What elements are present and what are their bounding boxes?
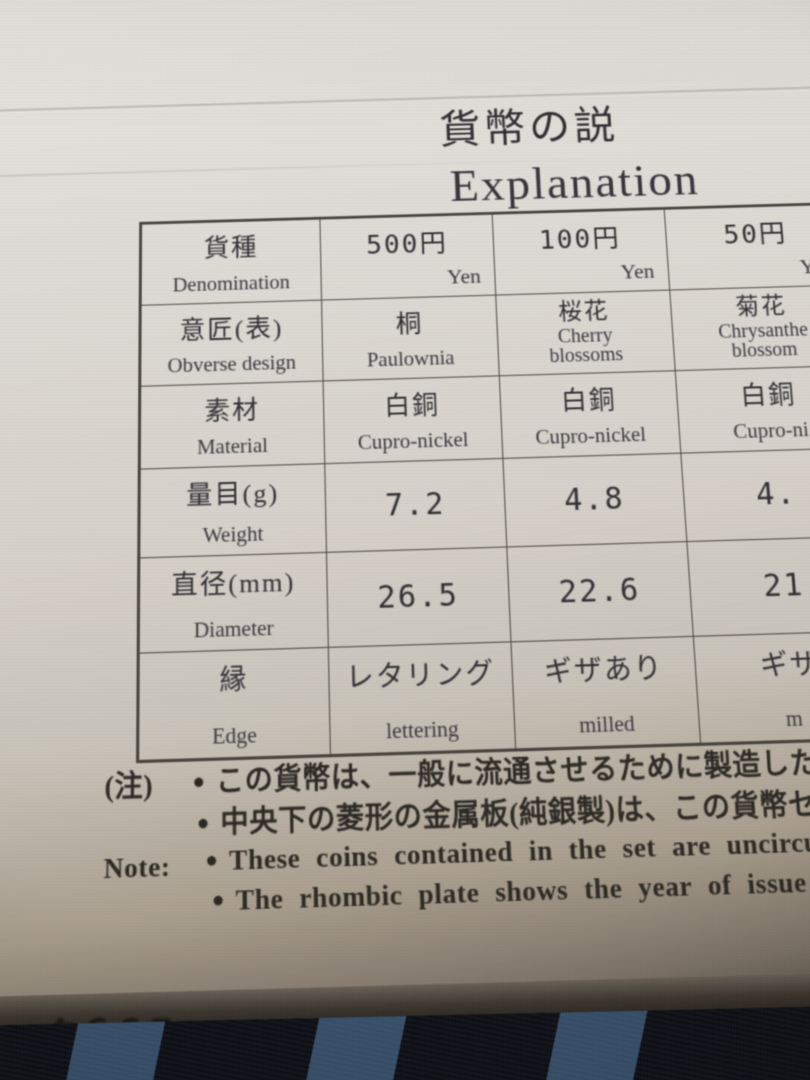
label-en: Denomination <box>172 270 291 297</box>
title-english: Explanation <box>448 153 701 212</box>
value-en: Cupro-ni <box>732 417 810 444</box>
cell-diameter-50: 21 <box>687 536 810 637</box>
value-jp: 白銅 <box>383 390 441 421</box>
value: 21 <box>761 567 806 605</box>
row-label-edge: 縁 Edge <box>139 647 331 760</box>
value-jp: 白銅 <box>739 380 798 411</box>
unit: Yen <box>619 258 656 284</box>
value-jp: 白銅 <box>560 385 618 416</box>
label-en: Weight <box>202 521 264 548</box>
cell-design-500: 桐 Paulownia <box>322 295 500 382</box>
cell-denomination-500: 500円 Yen <box>320 214 497 301</box>
row-label-weight: 量目(g) Weight <box>140 464 327 559</box>
cell-edge-100: ギザあり milled <box>511 636 702 749</box>
row-label-obverse-design: 意匠(表) Obverse design <box>141 300 324 387</box>
value-jp: 桜花 <box>557 298 611 326</box>
value: 7.2 <box>384 486 447 524</box>
cell-design-100: 桜花 Cherry blossoms <box>496 290 676 377</box>
row-label-denomination: 貨種 Denomination <box>141 219 323 306</box>
value-en: milled <box>578 710 636 738</box>
row-label-material: 素材 Material <box>140 381 326 470</box>
value-en: Paulownia <box>366 345 455 372</box>
cell-material-50: 白銅 Cupro-ni <box>675 365 810 454</box>
value: 4.8 <box>563 481 626 519</box>
cell-diameter-100: 22.6 <box>507 542 694 643</box>
value-jp: ギザあり <box>543 652 665 688</box>
value: 500円 <box>365 229 449 261</box>
value: 100円 <box>538 224 622 256</box>
value-en: Cupro-nickel <box>357 427 469 455</box>
label-en: Diameter <box>193 615 274 643</box>
bullet-icon: ● <box>192 769 206 794</box>
label-jp: 意匠(表) <box>179 314 284 345</box>
value-en: Cupro-nickel <box>534 422 647 449</box>
cell-diameter-500: 26.5 <box>326 547 512 648</box>
value-jp: ギザ <box>758 647 810 682</box>
cell-edge-500: レタリング lettering <box>328 642 517 755</box>
value-en: m <box>784 705 804 732</box>
label-jp: 素材 <box>204 395 261 427</box>
bullet-icon: ● <box>205 847 219 873</box>
value-en-2: blossom <box>730 338 799 362</box>
value: 4. <box>754 476 798 513</box>
cell-weight-500: 7.2 <box>325 458 508 553</box>
value-en-2: blossoms <box>549 343 624 368</box>
value-jp: レタリング <box>345 657 496 694</box>
label-jp: 直径(mm) <box>171 567 296 601</box>
value-en: lettering <box>385 715 460 744</box>
cell-weight-50: 4. <box>681 448 810 543</box>
value-jp: 桐 <box>395 310 424 339</box>
cell-material-500: 白銅 Cupro-nickel <box>323 376 504 465</box>
cell-material-100: 白銅 Cupro-nickel <box>499 371 682 459</box>
value-jp: 菊花 <box>734 293 788 321</box>
cell-denomination-100: 100円 Yen <box>492 209 671 296</box>
row-label-diameter: 直径(mm) Diameter <box>139 552 329 654</box>
coin-spec-table: 貨種 Denomination 500円 Yen 100円 Yen 50円 Ye… <box>136 201 810 764</box>
cell-edge-50: ギザ m <box>693 631 810 743</box>
cell-denomination-50: 50円 Yen <box>664 204 810 291</box>
cell-design-50: 菊花 Chrysanthe blossom <box>670 285 810 372</box>
note-label-en: Note: <box>103 850 171 885</box>
label-en: Material <box>196 433 269 459</box>
value: 22.6 <box>557 572 642 611</box>
title-japanese: 貨幣の説 <box>438 104 621 153</box>
value: 50円 <box>722 219 789 251</box>
unit: Yen <box>798 253 810 279</box>
bullet-icon: ● <box>196 810 210 836</box>
label-jp: 縁 <box>219 663 249 696</box>
label-jp: 貨種 <box>203 233 259 263</box>
label-en: Obverse design <box>167 350 297 378</box>
label-jp: 量目(g) <box>186 478 280 511</box>
unit: Yen <box>446 263 482 289</box>
value: 26.5 <box>376 577 460 617</box>
cell-weight-100: 4.8 <box>503 453 688 548</box>
bullet-icon: ● <box>211 887 226 913</box>
label-en: Edge <box>211 721 257 750</box>
note-label-jp: (注) <box>104 769 154 804</box>
